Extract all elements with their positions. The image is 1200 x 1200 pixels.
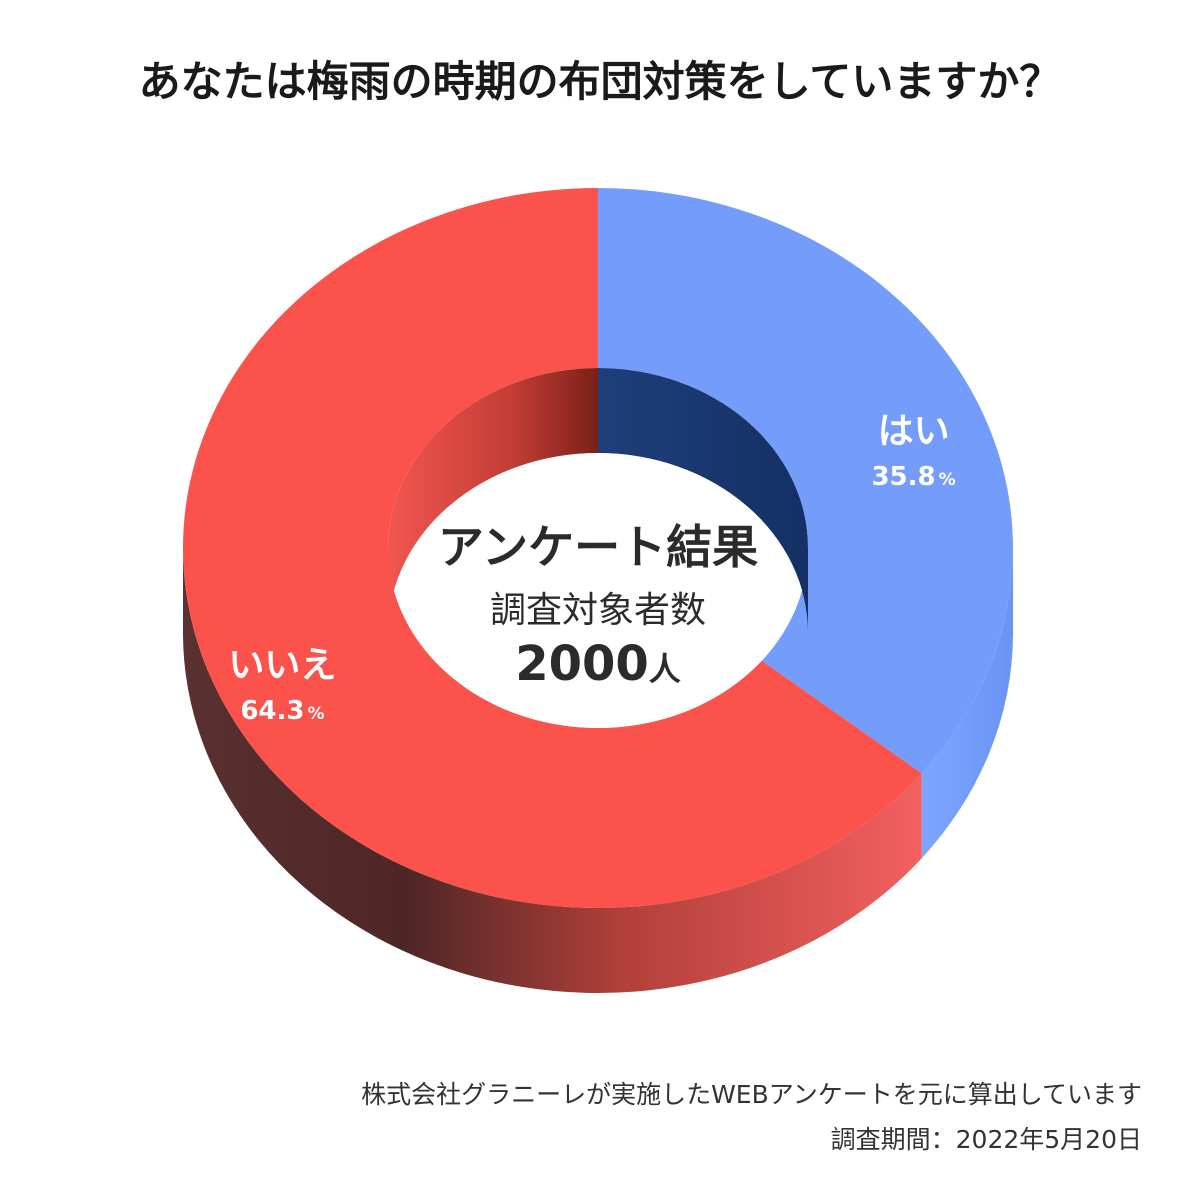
slice-label-value-1: 64.3% [240, 696, 324, 726]
hole-wall-0-0 [598, 368, 808, 633]
chart-title: あなたは梅雨の時期の布団対策をしていますか？ [138, 57, 1062, 106]
hole-wall-1-1 [388, 368, 598, 633]
slice-label-name-1: いいえ [228, 645, 336, 686]
center-count-number: 2000 [515, 636, 649, 692]
source-note: 株式会社グラニーレが実施したWEBアンケートを元に算出しています [361, 1080, 1142, 1109]
slice-side-1 [183, 548, 922, 994]
center-count-unit: 人 [649, 650, 681, 688]
center-subheading: 調査対象者数 [490, 590, 706, 631]
slice-いいえ [183, 188, 922, 908]
slice-はい [598, 188, 1014, 774]
center-heading: アンケート結果 [438, 520, 758, 574]
donut-slices [183, 188, 1014, 908]
slice-label-value-0: 35.8% [871, 462, 955, 492]
center-count: 2000人 [515, 636, 681, 692]
slice-side-0 [921, 548, 1013, 859]
donut-sides [183, 548, 1013, 994]
slice-labels: はい 35.8 % いいえ 64.3% [228, 411, 955, 726]
survey-date: 調査期間：2022年5月20日 [830, 1125, 1142, 1154]
slice-label-name-0: はい [878, 411, 950, 452]
